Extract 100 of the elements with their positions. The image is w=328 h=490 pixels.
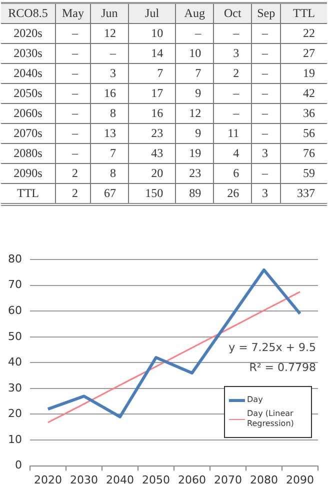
data-label: 12 <box>176 104 214 124</box>
y-tick-label: 10 <box>8 432 22 446</box>
annotation: y = 7.25x + 9.5 <box>228 341 316 354</box>
data-label: 27 <box>280 44 327 64</box>
annotation: R² = 0.7798 <box>249 361 316 374</box>
x-tick-label: 2050 <box>142 473 170 486</box>
y-tick-label: TTL <box>1 184 56 204</box>
data-label: 3 <box>252 144 281 164</box>
x-tick-label: 2040 <box>106 473 134 486</box>
data-label: 337 <box>280 184 327 204</box>
data-label: 7 <box>176 64 214 84</box>
data-label: 59 <box>280 164 327 184</box>
y-tick-label: 20 <box>8 407 22 420</box>
text: – <box>72 66 78 80</box>
data-label: 23 <box>128 124 176 144</box>
legend-label: Day <box>247 395 263 405</box>
text: – <box>262 166 268 180</box>
y-tick-label: 2090s <box>1 164 56 184</box>
data-label: 7 <box>128 64 176 84</box>
x-tick-label: 2070 <box>214 473 242 486</box>
data-label: 17 <box>128 84 176 104</box>
legend-label: Day (Linear Regression) <box>247 409 295 429</box>
y-tick-label: 2070s <box>1 124 56 144</box>
data-label: 2 <box>56 164 90 184</box>
text: – <box>262 86 268 100</box>
text: – <box>233 106 240 120</box>
data-label: 14 <box>128 44 176 64</box>
data-label: 11 <box>214 124 252 144</box>
data-label: 56 <box>280 124 327 144</box>
data-label: 89 <box>176 184 214 204</box>
data-label: 9 <box>176 84 214 104</box>
text: – <box>262 46 268 60</box>
data-label: 19 <box>280 64 327 84</box>
data-label: 13 <box>90 124 128 144</box>
data-label: 43 <box>128 144 176 164</box>
x-tick-label: Jun <box>90 3 128 24</box>
data-label: 16 <box>90 84 128 104</box>
text: – <box>72 86 78 100</box>
text: – <box>72 106 78 120</box>
data-label: 67 <box>90 184 128 204</box>
x-tick-label: 2060 <box>178 473 206 486</box>
y-tick-label: 2020s <box>1 24 56 44</box>
x-tick-label: Sep <box>252 3 281 24</box>
data-label: 2 <box>214 64 252 84</box>
data-label: 20 <box>128 164 176 184</box>
data-label: 8 <box>90 164 128 184</box>
y-tick-label: 70 <box>8 278 22 292</box>
y-tick-label: 30 <box>8 381 22 394</box>
y-tick-label: 40 <box>8 356 22 369</box>
text: – <box>233 86 240 100</box>
x-tick-label: 2030 <box>70 473 98 486</box>
data-label: 26 <box>214 184 252 204</box>
text: – <box>233 26 240 40</box>
text: – <box>72 26 78 40</box>
data-label: 76 <box>280 144 327 164</box>
data-label: 3 <box>214 44 252 64</box>
data-label: 2 <box>56 184 90 204</box>
text: – <box>72 46 78 60</box>
y-tick-label: 2040s <box>1 64 56 84</box>
data-label: 42 <box>280 84 327 104</box>
data-label: 10 <box>176 44 214 64</box>
data-label: 3 <box>252 184 281 204</box>
x-tick-label: Aug <box>176 3 214 24</box>
data-label: 3 <box>90 64 128 84</box>
x-tick-label: May <box>56 3 90 24</box>
data-label: 19 <box>176 144 214 164</box>
data-label: 10 <box>128 24 176 44</box>
x-tick-label: 2020 <box>34 473 62 486</box>
text: – <box>195 26 202 40</box>
x-tick-label: Oct <box>214 3 252 24</box>
y-tick-label: 60 <box>8 304 22 318</box>
x-tick-label: Jul <box>128 3 176 24</box>
data-label: 6 <box>214 164 252 184</box>
y-tick-label: 0 <box>14 458 22 472</box>
data-label: 9 <box>176 124 214 144</box>
y-tick-label: 2030s <box>1 44 56 64</box>
text: – <box>262 26 268 40</box>
text: – <box>72 146 78 160</box>
y-tick-label: 2060s <box>1 104 56 124</box>
data-label: 12 <box>90 24 128 44</box>
x-tick-label: 2090 <box>286 473 314 486</box>
text: – <box>262 126 268 140</box>
x-tick-label: 2080 <box>250 473 278 486</box>
text: – <box>110 46 116 60</box>
data-label: 36 <box>280 104 327 124</box>
text: – <box>262 106 268 120</box>
y-tick-label: 2050s <box>1 84 56 104</box>
data-label: 16 <box>128 104 176 124</box>
data-label: 4 <box>214 144 252 164</box>
data-label: 150 <box>128 184 176 204</box>
text: – <box>262 66 268 80</box>
data-label: 8 <box>90 104 128 124</box>
y-tick-label: 50 <box>8 330 22 343</box>
y-tick-label: 80 <box>8 252 22 266</box>
y-axis-title: RCO8.5 <box>1 3 56 24</box>
x-tick-label: TTL <box>280 3 327 24</box>
text: – <box>72 126 78 140</box>
data-label: 7 <box>90 144 128 164</box>
data-label: 22 <box>280 24 327 44</box>
data-label: 23 <box>176 164 214 184</box>
